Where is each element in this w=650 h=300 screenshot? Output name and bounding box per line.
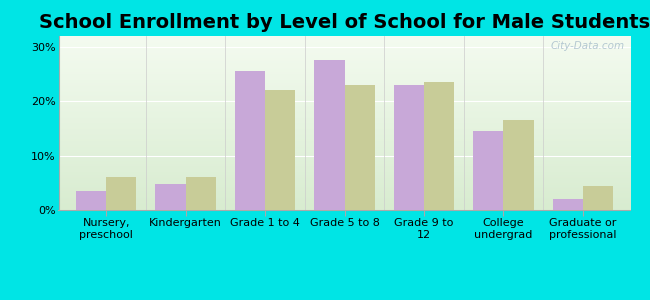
Bar [186, 177, 216, 210]
Bar [106, 177, 136, 210]
Bar [344, 85, 374, 210]
Bar [235, 71, 265, 210]
Bar [265, 90, 295, 210]
Bar [424, 82, 454, 210]
Bar [503, 120, 534, 210]
Bar [315, 61, 344, 210]
Bar [155, 184, 186, 210]
Bar [552, 199, 583, 210]
Title: School Enrollment by Level of School for Male Students: School Enrollment by Level of School for… [39, 13, 650, 32]
Bar [394, 85, 424, 210]
Bar [473, 131, 503, 210]
Bar [76, 191, 106, 210]
Text: City-Data.com: City-Data.com [551, 41, 625, 51]
Bar [583, 185, 613, 210]
